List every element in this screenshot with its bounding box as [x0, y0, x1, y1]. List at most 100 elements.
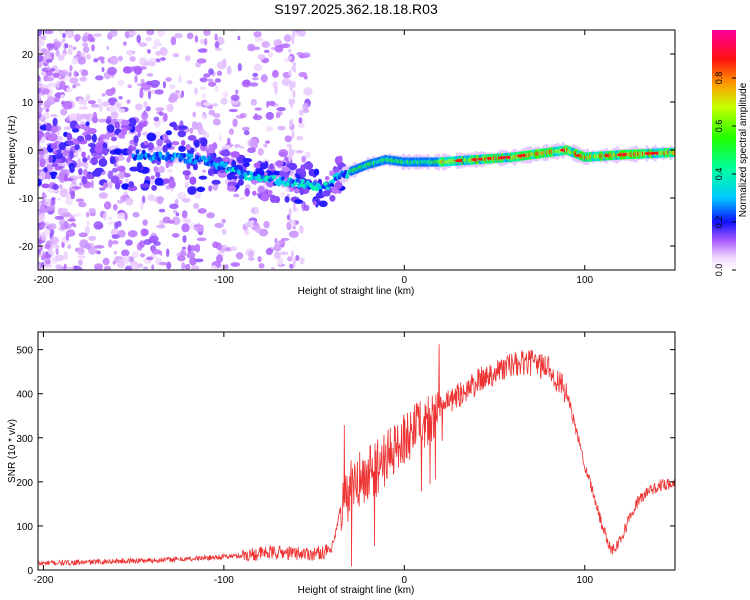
noise-blob [45, 59, 53, 63]
ridge-point [295, 178, 300, 183]
noise-blob [58, 71, 69, 77]
x-tick-label: 100 [576, 575, 593, 586]
noise-blob [73, 83, 81, 87]
noise-blob [301, 52, 311, 58]
noise-blob [237, 62, 242, 72]
noise-blob [38, 98, 43, 107]
noise-blob [244, 222, 252, 227]
noise-blob [292, 30, 296, 36]
noise-blob [208, 81, 217, 87]
noise-blob [208, 185, 213, 192]
noise-blob [74, 33, 81, 42]
noise-blob [126, 99, 131, 104]
noise-blob [86, 173, 95, 180]
noise-blob [72, 265, 82, 270]
x-tick-label: 0 [402, 275, 408, 286]
ridge-point [249, 171, 254, 176]
noise-blob [259, 162, 268, 170]
noise-blob [274, 44, 284, 53]
noise-blob [199, 38, 206, 45]
colorbar-gradient [712, 30, 736, 270]
noise-blob [210, 265, 218, 270]
noise-blob [127, 230, 138, 238]
noise-blob [196, 237, 207, 242]
noise-blob [136, 162, 143, 171]
noise-blob [216, 61, 227, 70]
noise-blob [78, 200, 82, 208]
noise-blob [60, 94, 65, 99]
y-tick-label: -10 [19, 194, 34, 205]
noise-blob [263, 220, 270, 229]
noise-blob [99, 103, 103, 112]
noise-blob [165, 139, 171, 144]
noise-blob [184, 218, 191, 224]
noise-blob [196, 186, 206, 193]
noise-blob [211, 179, 221, 185]
noise-blob [163, 112, 168, 122]
noise-blob [169, 203, 179, 210]
snr-plot-area [38, 332, 675, 570]
noise-blob [77, 259, 83, 266]
noise-blob [198, 129, 207, 136]
noise-blob [184, 55, 191, 62]
noise-blob [177, 130, 187, 138]
noise-blob [55, 158, 63, 163]
ridge-point [141, 149, 146, 155]
noise-blob [290, 250, 294, 259]
figure-title: S197.2025.362.18.18.R03 [274, 1, 438, 17]
noise-blob [64, 43, 69, 49]
noise-blob [153, 241, 161, 246]
noise-blob [158, 111, 164, 116]
noise-blob [46, 205, 56, 211]
noise-blob [332, 166, 338, 172]
noise-blob [293, 199, 303, 205]
noise-blob [78, 168, 83, 176]
noise-blob [61, 52, 67, 57]
noise-blob [230, 262, 241, 267]
ridge-point [271, 175, 276, 180]
noise-blob [214, 222, 224, 229]
noise-blob [78, 106, 89, 110]
noise-blob [288, 146, 292, 155]
noise-blob [73, 70, 78, 78]
noise-blob [292, 80, 296, 89]
noise-blob [202, 112, 208, 120]
noise-blob [97, 137, 102, 142]
noise-blob [261, 41, 271, 48]
noise-blob [178, 75, 182, 84]
noise-blob [139, 253, 146, 258]
noise-blob [267, 189, 273, 196]
noise-blob [38, 178, 42, 187]
noise-blob [329, 194, 336, 202]
noise-blob [338, 155, 343, 163]
noise-blob [189, 127, 194, 134]
noise-blob [156, 224, 166, 229]
noise-blob [291, 130, 295, 139]
noise-blob [178, 125, 188, 130]
noise-blob [71, 181, 77, 185]
noise-blob [226, 65, 232, 75]
noise-blob [288, 162, 298, 171]
noise-blob [108, 181, 113, 189]
noise-blob [137, 263, 143, 268]
noise-blob [276, 107, 286, 112]
ridge-point [193, 159, 198, 165]
spectrogram-frame [37, 29, 676, 271]
noise-blob [115, 145, 120, 149]
noise-blob [39, 158, 46, 168]
noise-blob [248, 250, 254, 259]
noise-blob [140, 228, 148, 237]
noise-blob [179, 249, 187, 257]
noise-blob [184, 263, 191, 270]
noise-blob [72, 128, 80, 133]
noise-blob [108, 105, 118, 113]
noise-blob [322, 190, 331, 197]
noise-blob [271, 46, 275, 51]
noise-blob [143, 266, 149, 270]
noise-blob [128, 181, 135, 188]
noise-blob [298, 109, 304, 116]
noise-blob [97, 56, 105, 61]
x-tick-label: -100 [214, 575, 234, 586]
noise-blob [65, 145, 70, 151]
noise-blob [38, 201, 43, 207]
